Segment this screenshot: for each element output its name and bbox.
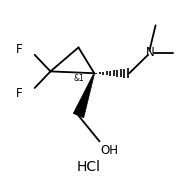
Text: HCl: HCl bbox=[77, 160, 101, 174]
Text: OH: OH bbox=[100, 144, 118, 157]
Text: F: F bbox=[16, 43, 22, 56]
Polygon shape bbox=[73, 73, 95, 118]
Text: &1: &1 bbox=[73, 74, 84, 83]
Text: F: F bbox=[16, 87, 22, 100]
Text: N: N bbox=[146, 47, 155, 59]
